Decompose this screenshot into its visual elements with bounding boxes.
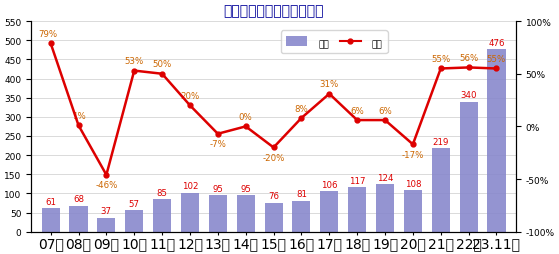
Bar [432, 148, 450, 232]
Text: 1%: 1% [72, 112, 86, 121]
Bar [348, 187, 366, 232]
Text: 79%: 79% [39, 30, 58, 39]
Text: -7%: -7% [210, 139, 226, 148]
Text: 68: 68 [73, 195, 84, 203]
Text: 124: 124 [377, 173, 394, 182]
Bar [125, 210, 143, 232]
Text: -46%: -46% [95, 180, 117, 189]
Bar [41, 209, 60, 232]
Text: 95: 95 [240, 184, 251, 193]
Bar [69, 206, 88, 232]
Text: 20%: 20% [181, 92, 200, 101]
Title: 中国汽车整车历年出口走势: 中国汽车整车历年出口走势 [223, 4, 324, 18]
Text: 117: 117 [349, 176, 366, 185]
Bar [292, 201, 310, 232]
Bar [376, 184, 394, 232]
Text: -17%: -17% [402, 150, 424, 159]
Text: 31%: 31% [320, 80, 339, 89]
Text: 8%: 8% [295, 104, 309, 113]
Text: -20%: -20% [262, 153, 285, 162]
Bar [264, 203, 283, 232]
Bar [181, 193, 199, 232]
Text: 108: 108 [405, 179, 421, 188]
Bar [404, 190, 422, 232]
Text: 106: 106 [321, 180, 338, 189]
Text: 0%: 0% [239, 113, 253, 122]
Bar [320, 191, 338, 232]
Text: 61: 61 [45, 197, 56, 206]
Text: 6%: 6% [350, 106, 364, 115]
Text: 55%: 55% [431, 55, 451, 64]
Text: 56%: 56% [459, 54, 479, 63]
Text: 55%: 55% [487, 55, 506, 64]
Text: 340: 340 [461, 91, 477, 100]
Text: 76: 76 [268, 192, 279, 200]
Text: 57: 57 [129, 199, 140, 208]
Text: 37: 37 [101, 207, 112, 215]
Text: 476: 476 [488, 39, 505, 48]
Text: 95: 95 [212, 184, 223, 193]
Text: 53%: 53% [125, 57, 144, 66]
Text: 50%: 50% [153, 60, 172, 69]
Bar [209, 196, 227, 232]
Bar [236, 196, 255, 232]
Text: 6%: 6% [378, 106, 392, 115]
Legend: 出口, 增速: 出口, 增速 [281, 31, 388, 54]
Bar [97, 218, 115, 232]
Text: 219: 219 [433, 137, 449, 146]
Bar [459, 102, 478, 232]
Text: 81: 81 [296, 190, 307, 199]
Bar [153, 199, 171, 232]
Text: 85: 85 [157, 188, 168, 197]
Bar [487, 50, 505, 232]
Text: 102: 102 [182, 182, 198, 190]
